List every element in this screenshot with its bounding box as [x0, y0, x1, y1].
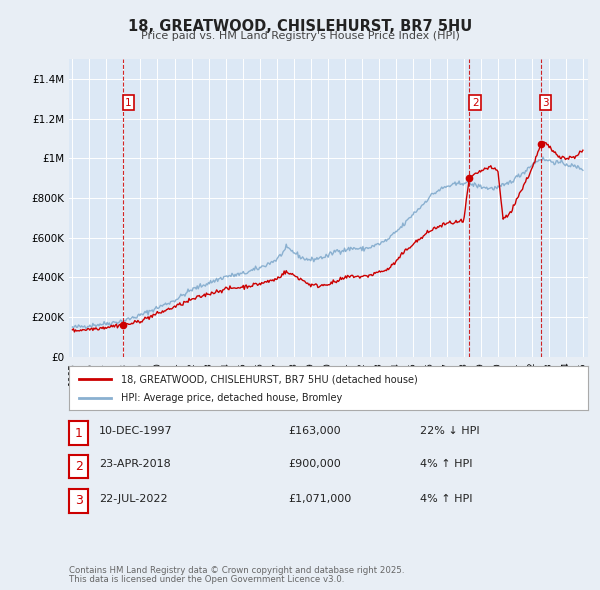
Text: 2: 2: [472, 98, 478, 108]
Text: 2: 2: [74, 460, 83, 473]
Text: Contains HM Land Registry data © Crown copyright and database right 2025.: Contains HM Land Registry data © Crown c…: [69, 566, 404, 575]
Text: 4% ↑ HPI: 4% ↑ HPI: [420, 460, 473, 469]
Text: £163,000: £163,000: [288, 426, 341, 435]
Text: Price paid vs. HM Land Registry's House Price Index (HPI): Price paid vs. HM Land Registry's House …: [140, 31, 460, 41]
Text: 18, GREATWOOD, CHISLEHURST, BR7 5HU: 18, GREATWOOD, CHISLEHURST, BR7 5HU: [128, 19, 472, 34]
Text: £900,000: £900,000: [288, 460, 341, 469]
Text: 3: 3: [542, 98, 549, 108]
Text: This data is licensed under the Open Government Licence v3.0.: This data is licensed under the Open Gov…: [69, 575, 344, 584]
Text: 3: 3: [74, 494, 83, 507]
Text: HPI: Average price, detached house, Bromley: HPI: Average price, detached house, Brom…: [121, 393, 342, 402]
Text: £1,071,000: £1,071,000: [288, 494, 351, 503]
Text: 1: 1: [74, 427, 83, 440]
Text: 23-APR-2018: 23-APR-2018: [99, 460, 171, 469]
Text: 4% ↑ HPI: 4% ↑ HPI: [420, 494, 473, 503]
Text: 22% ↓ HPI: 22% ↓ HPI: [420, 426, 479, 435]
Text: 1: 1: [125, 98, 132, 108]
Text: 10-DEC-1997: 10-DEC-1997: [99, 426, 173, 435]
Text: 18, GREATWOOD, CHISLEHURST, BR7 5HU (detached house): 18, GREATWOOD, CHISLEHURST, BR7 5HU (det…: [121, 374, 418, 384]
Text: 22-JUL-2022: 22-JUL-2022: [99, 494, 167, 503]
